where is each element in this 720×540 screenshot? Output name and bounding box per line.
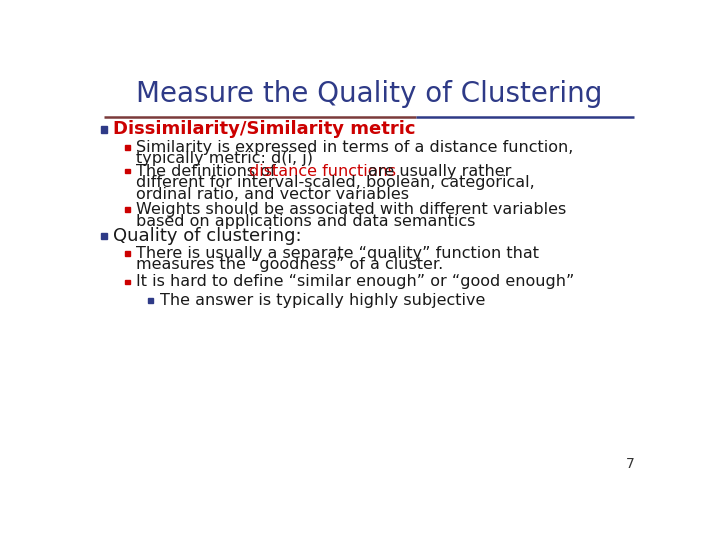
FancyBboxPatch shape [148,298,153,303]
FancyBboxPatch shape [101,126,107,132]
Text: typically metric: d(i, j): typically metric: d(i, j) [137,151,313,166]
Text: different for interval-scaled, boolean, categorical,: different for interval-scaled, boolean, … [137,175,535,190]
Text: are usually rather: are usually rather [363,164,511,179]
Text: Similarity is expressed in terms of a distance function,: Similarity is expressed in terms of a di… [137,140,574,154]
Text: measures the “goodness” of a cluster.: measures the “goodness” of a cluster. [137,258,444,273]
FancyBboxPatch shape [101,233,107,239]
Text: Dissimilarity/Similarity metric: Dissimilarity/Similarity metric [113,120,415,138]
Text: There is usually a separate “quality” function that: There is usually a separate “quality” fu… [137,246,539,261]
Text: The answer is typically highly subjective: The answer is typically highly subjectiv… [160,293,485,308]
FancyBboxPatch shape [125,145,130,150]
Text: It is hard to define “similar enough” or “good enough”: It is hard to define “similar enough” or… [137,274,575,289]
Text: 7: 7 [626,457,635,471]
FancyBboxPatch shape [125,251,130,256]
FancyBboxPatch shape [125,168,130,173]
Text: based on applications and data semantics: based on applications and data semantics [137,214,476,228]
Text: Measure the Quality of Clustering: Measure the Quality of Clustering [136,80,602,108]
Text: distance functions: distance functions [248,164,396,179]
FancyBboxPatch shape [125,280,130,284]
Text: Weights should be associated with different variables: Weights should be associated with differ… [137,202,567,217]
FancyBboxPatch shape [125,207,130,212]
Text: The definitions of: The definitions of [137,164,282,179]
Text: Quality of clustering:: Quality of clustering: [113,227,302,245]
Text: ordinal ratio, and vector variables: ordinal ratio, and vector variables [137,187,410,201]
